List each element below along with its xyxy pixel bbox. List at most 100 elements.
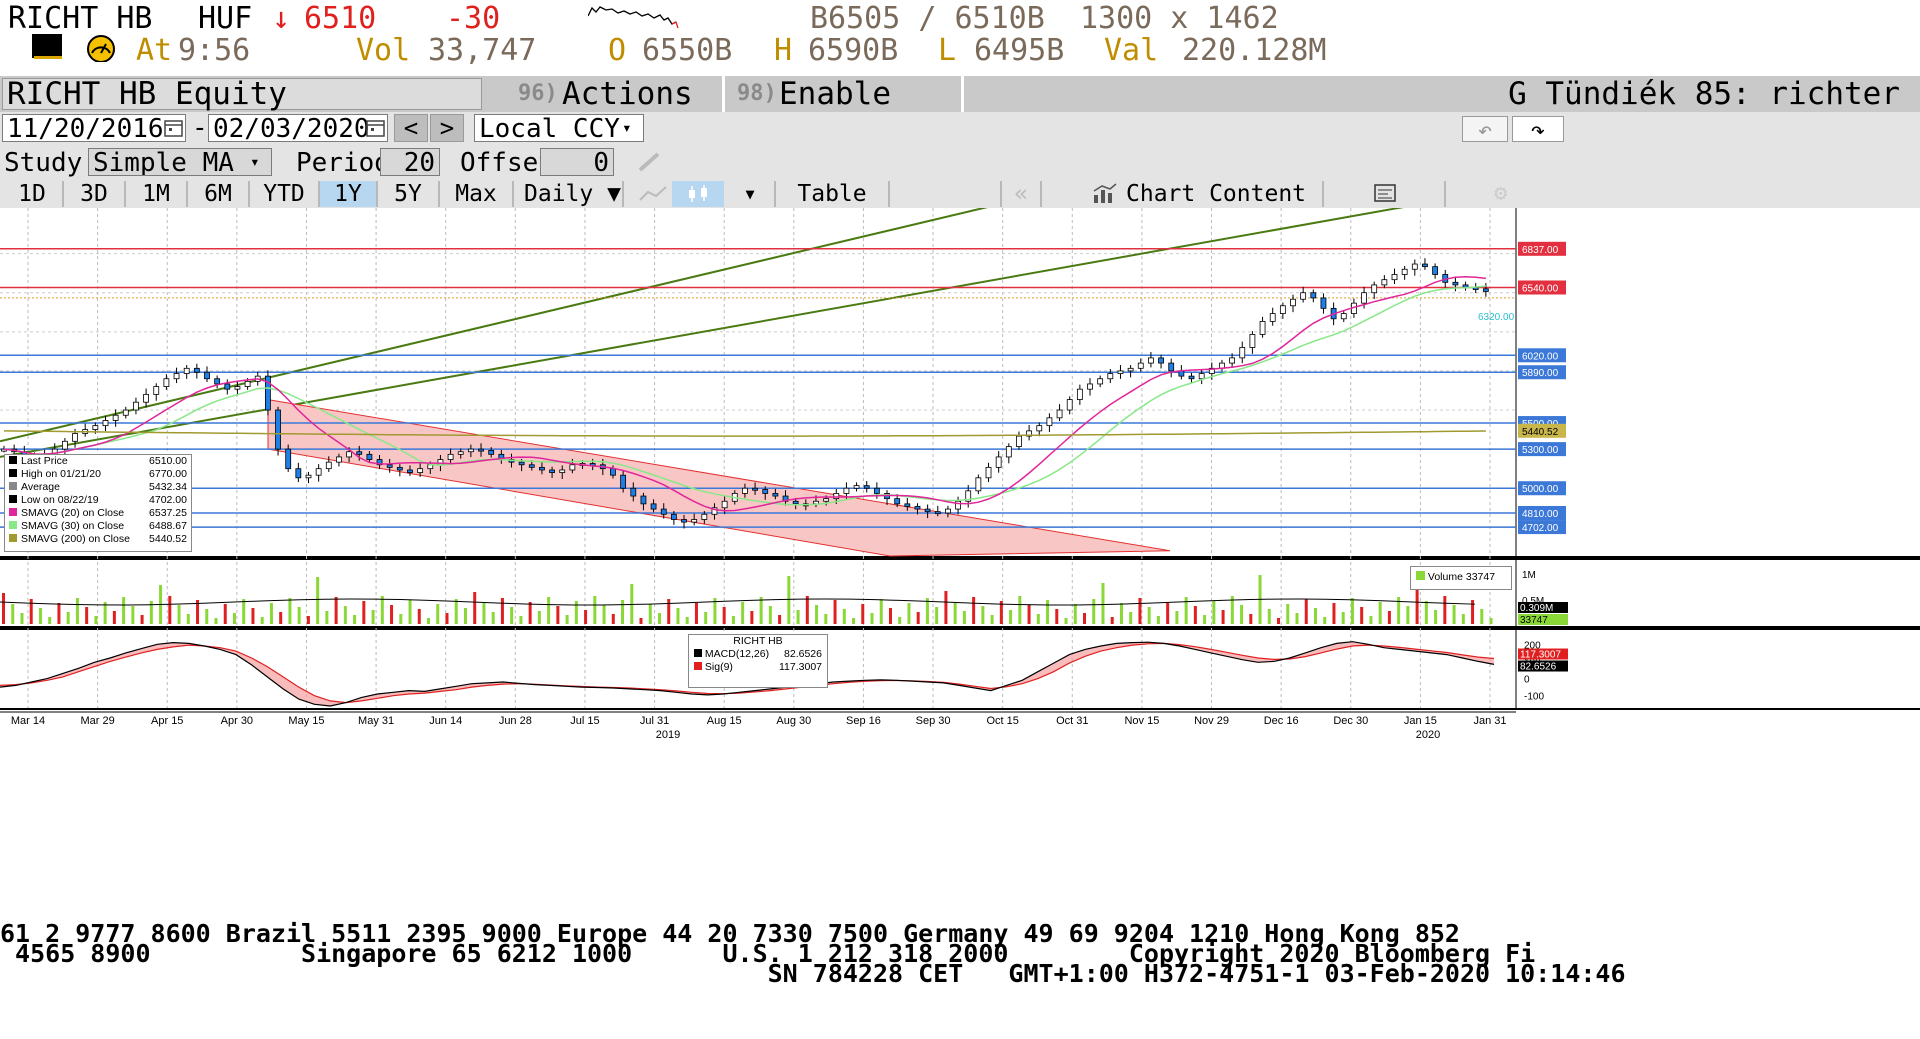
volume-bar <box>685 617 689 624</box>
study-label: Study <box>4 148 83 178</box>
volume-bar <box>343 606 347 624</box>
volume-bar <box>1332 603 1336 624</box>
next-period-button[interactable]: > <box>430 114 464 142</box>
table-button[interactable]: Table <box>776 181 890 207</box>
candle-body <box>1178 370 1185 377</box>
volume-legend-value: 33747 <box>1465 571 1496 583</box>
candle-body <box>965 490 972 502</box>
candle-body <box>133 401 139 411</box>
tab-6m[interactable]: 6M <box>188 181 250 207</box>
volume-bar <box>611 614 615 624</box>
period-input[interactable]: 20 <box>380 148 440 176</box>
volume-bar <box>75 598 79 624</box>
candle-body <box>1259 320 1266 335</box>
volume-bar <box>787 576 791 624</box>
price-level-tag <box>1518 423 1566 438</box>
speedometer-icon[interactable] <box>86 34 116 62</box>
macd-axis-label: 0 <box>1524 675 1530 686</box>
chart-panel[interactable]: Mar 14 Mar 29 Apr 15 Apr 30 May 15 May 31 Jun … <box>0 203 1920 914</box>
volume-bar <box>131 606 135 624</box>
volume-bar <box>29 599 33 624</box>
enable-save-button[interactable]: 98) Enable Save <box>725 76 964 148</box>
gear-icon[interactable]: ⚙ <box>1494 181 1508 206</box>
candle-body <box>1076 388 1083 400</box>
start-date-input[interactable]: 11/20/2016 <box>2 114 186 142</box>
ticker[interactable]: RICHT HB <box>8 1 153 36</box>
volume-bar <box>186 614 190 624</box>
volume-bar <box>1489 618 1493 624</box>
low-value: 6495B <box>974 33 1065 68</box>
candle-body <box>346 451 352 458</box>
study-dropdown[interactable]: Simple MA <box>88 148 272 176</box>
candle-body <box>975 477 982 492</box>
sig-legend-row: Sig(9) 117.3007 <box>689 661 827 674</box>
volume-bar <box>427 618 431 624</box>
currency-dropdown[interactable]: Local CCY <box>474 114 644 142</box>
candle-body <box>102 420 109 427</box>
candle-body <box>853 485 860 489</box>
tab-1m[interactable]: 1M <box>126 181 188 207</box>
previous-period-button[interactable]: < <box>394 114 428 142</box>
candle-body <box>1411 263 1418 270</box>
security-field[interactable]: RICHT HB Equity <box>2 76 482 112</box>
pencil-icon[interactable] <box>636 150 664 174</box>
volume-bar <box>48 617 52 624</box>
redo-button[interactable]: ↷ <box>1512 116 1564 143</box>
volume-bar <box>38 608 42 624</box>
volume-bar <box>916 612 920 624</box>
volume-bar <box>556 606 560 624</box>
candle-body <box>610 468 616 476</box>
volume-bar <box>94 616 98 624</box>
undo-button[interactable]: ↶ <box>1462 116 1508 143</box>
tab-1y[interactable]: 1Y <box>320 181 378 207</box>
volume-bar <box>251 608 255 624</box>
volume-bar <box>1424 601 1428 624</box>
calendar-icon[interactable] <box>366 118 386 138</box>
volume-bar <box>371 610 375 624</box>
tab-1d[interactable]: 1D <box>2 181 64 207</box>
frequency-dropdown[interactable]: Daily ▼ <box>514 181 624 207</box>
candle-body <box>1239 347 1246 359</box>
candle-body <box>305 474 312 479</box>
collapse-icon[interactable]: « <box>1002 181 1042 207</box>
candle-body <box>1107 373 1114 380</box>
calendar-icon[interactable] <box>164 118 184 138</box>
tab-ytd[interactable]: YTD <box>250 181 320 207</box>
volume-bar <box>316 577 320 624</box>
volume-bar <box>1064 618 1068 624</box>
price-level-tag <box>1518 348 1566 363</box>
volume-bar <box>1387 611 1391 624</box>
tab-3d[interactable]: 3D <box>64 181 126 207</box>
edit-annotations-icon[interactable] <box>1374 184 1398 204</box>
candle-body <box>559 469 566 473</box>
tab-5y[interactable]: 5Y <box>378 181 440 207</box>
actions-menu[interactable]: 96) Actions ▾ <box>486 76 725 148</box>
chart-svg[interactable]: Mar 14 Mar 29 Apr 15 Apr 30 May 15 May 31 Jun … <box>0 203 1920 914</box>
candle-body <box>1016 435 1022 447</box>
legend-row: High on 01/21/20 6770.00 <box>5 468 191 481</box>
candle-body <box>650 503 657 510</box>
black-square-icon <box>32 34 62 58</box>
candle-chart-icon[interactable] <box>672 181 724 207</box>
offset-input[interactable]: 0 <box>540 148 614 176</box>
price-level-label: 5440.52 <box>1522 427 1559 438</box>
candle-body <box>752 487 758 491</box>
end-date-input[interactable]: 02/03/2020 <box>208 114 388 142</box>
volume-bar <box>85 607 89 624</box>
tab-max[interactable]: Max <box>440 181 514 207</box>
volume-bar <box>713 598 717 624</box>
volume-bar <box>879 599 883 624</box>
legend-row: Low on 08/22/19 4702.00 <box>5 494 191 507</box>
x-axis-label: Jun 14 <box>429 715 462 727</box>
chart-type-dropdown[interactable]: ▾ <box>726 181 776 207</box>
volume-bar <box>537 611 541 624</box>
chart-content-button[interactable]: Chart Content <box>1118 181 1324 207</box>
line-chart-icon[interactable] <box>638 184 668 204</box>
price-level-label: 6320.00 <box>1478 312 1515 323</box>
volume-bar <box>759 597 763 624</box>
volume-bar <box>796 610 800 624</box>
legend-row: Average 5432.34 <box>5 481 191 494</box>
sma200-line <box>3 430 1486 437</box>
volume-legend-label: Volume <box>1427 571 1463 583</box>
volume-bar <box>898 617 902 624</box>
